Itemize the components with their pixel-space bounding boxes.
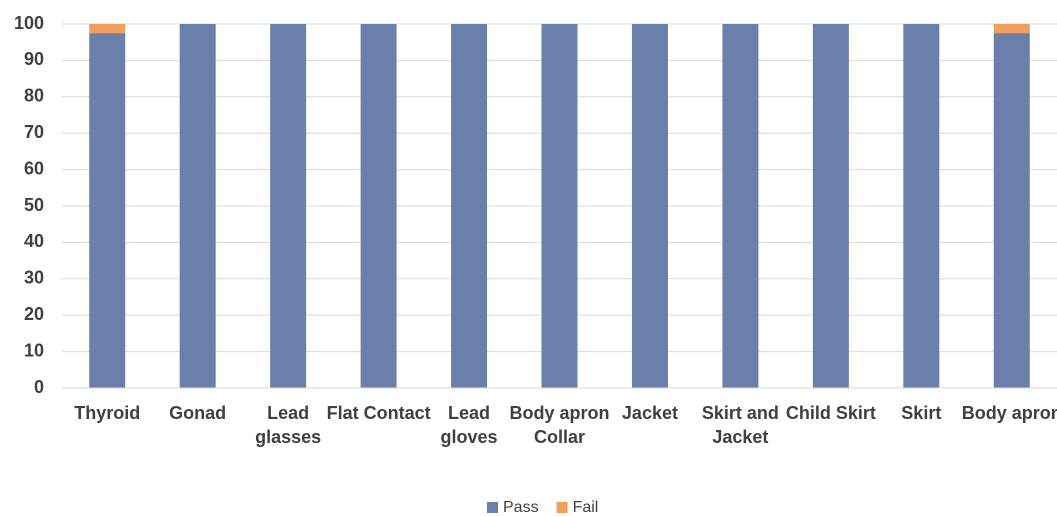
legend-swatch	[487, 502, 498, 513]
bar-segment	[89, 33, 126, 388]
x-tick-label: Lead glasses	[255, 403, 322, 447]
y-tick-label: 0	[34, 377, 44, 397]
y-tick-label: 20	[24, 304, 44, 324]
bar-segment	[451, 24, 488, 388]
bar-segment	[631, 24, 668, 388]
bar-segment	[722, 24, 759, 388]
bar-segment	[89, 24, 126, 34]
x-tick-label: Body apron Collar	[509, 403, 610, 447]
y-tick-label: 70	[24, 122, 44, 142]
legend-label: Fail	[573, 499, 599, 516]
x-tick-label: Skirt and Jacket	[701, 403, 779, 447]
y-tick-label: 30	[24, 268, 44, 288]
x-tick-label: Flat Contact	[326, 403, 431, 423]
x-tick-label: Jacket	[621, 403, 678, 423]
bar-segment	[360, 24, 397, 388]
y-tick-label: 90	[24, 49, 44, 69]
y-tick-label: 100	[14, 13, 44, 33]
y-tick-label: 40	[24, 231, 44, 251]
bar-segment	[903, 24, 940, 388]
x-tick-label: Gonad	[169, 403, 227, 423]
bar-segment	[993, 33, 1030, 388]
bar-segment	[812, 24, 849, 388]
bar-segment	[541, 24, 578, 388]
legend-swatch	[556, 502, 568, 513]
x-tick-label: Skirt	[901, 403, 942, 423]
x-tick-label: Lead gloves	[440, 403, 498, 447]
legend-label: Pass	[503, 499, 539, 516]
x-tick-label: Body apron	[961, 403, 1057, 423]
y-tick-label: 80	[24, 86, 44, 106]
bar-segment	[270, 24, 307, 388]
y-tick-label: 50	[24, 195, 44, 215]
x-tick-label: Thyroid	[74, 403, 141, 423]
bar-segment	[993, 24, 1030, 34]
y-tick-label: 10	[24, 340, 44, 360]
y-tick-label: 60	[24, 158, 44, 178]
x-tick-label: Child Skirt	[785, 403, 876, 423]
bar-segment	[179, 24, 216, 388]
